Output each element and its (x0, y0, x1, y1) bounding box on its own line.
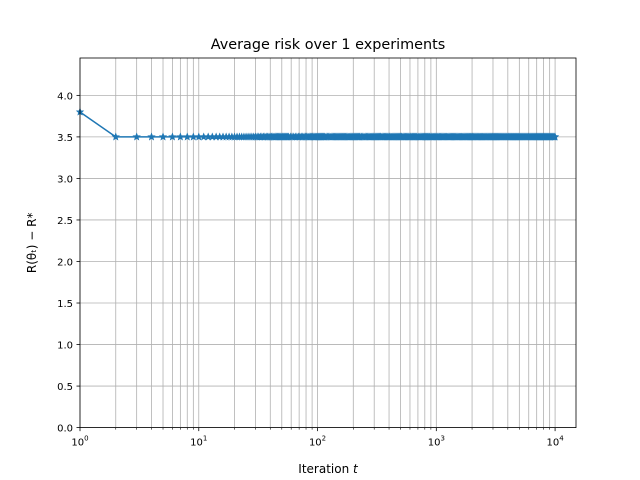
x-tick-exp: 1 (203, 435, 207, 443)
x-tick-label: 101 (190, 435, 207, 449)
y-tick-label: 2.0 (57, 257, 73, 268)
x-axis-label-text: Iteration (298, 462, 353, 476)
series-point (158, 132, 168, 141)
x-tick-base: 10 (428, 438, 441, 449)
x-tick-base: 10 (71, 438, 84, 449)
x-axis-label-var: t (353, 462, 359, 476)
axes-frame (79, 57, 577, 429)
x-tick-base: 10 (546, 438, 559, 449)
x-tick-label: 103 (428, 435, 445, 449)
y-tick-label: 0.0 (57, 424, 73, 435)
x-tick-base: 10 (190, 438, 203, 449)
series-point (176, 132, 185, 141)
series-point (147, 132, 156, 141)
x-tick-exp: 2 (322, 435, 326, 443)
x-axis-label: Iteration t (298, 462, 359, 476)
y-tick-label: 1.5 (57, 299, 73, 310)
y-tick-label: 1.0 (57, 341, 73, 352)
x-tick-label: 104 (546, 435, 564, 449)
series-layer (75, 107, 560, 141)
y-tick-label: 3.0 (57, 174, 73, 185)
y-tick-label: 2.5 (57, 216, 73, 227)
y-tick-label: 4.0 (57, 91, 73, 102)
series-point (550, 132, 560, 141)
x-tick-exp: 0 (84, 435, 88, 443)
x-tick-base: 10 (309, 438, 322, 449)
y-tick-label: 3.5 (57, 133, 73, 144)
x-tick-exp: 4 (559, 435, 564, 443)
chart-title: Average risk over 1 experiments (211, 37, 446, 53)
series-point (111, 132, 120, 141)
y-tick-label: 0.5 (57, 382, 73, 393)
series-point (168, 132, 177, 141)
x-tick-exp: 3 (440, 435, 444, 443)
x-tick-label: 102 (309, 435, 326, 449)
y-axis-label: R(θₜ) − R* (25, 212, 39, 273)
series-point (132, 132, 141, 141)
x-tick-label: 100 (71, 435, 88, 449)
